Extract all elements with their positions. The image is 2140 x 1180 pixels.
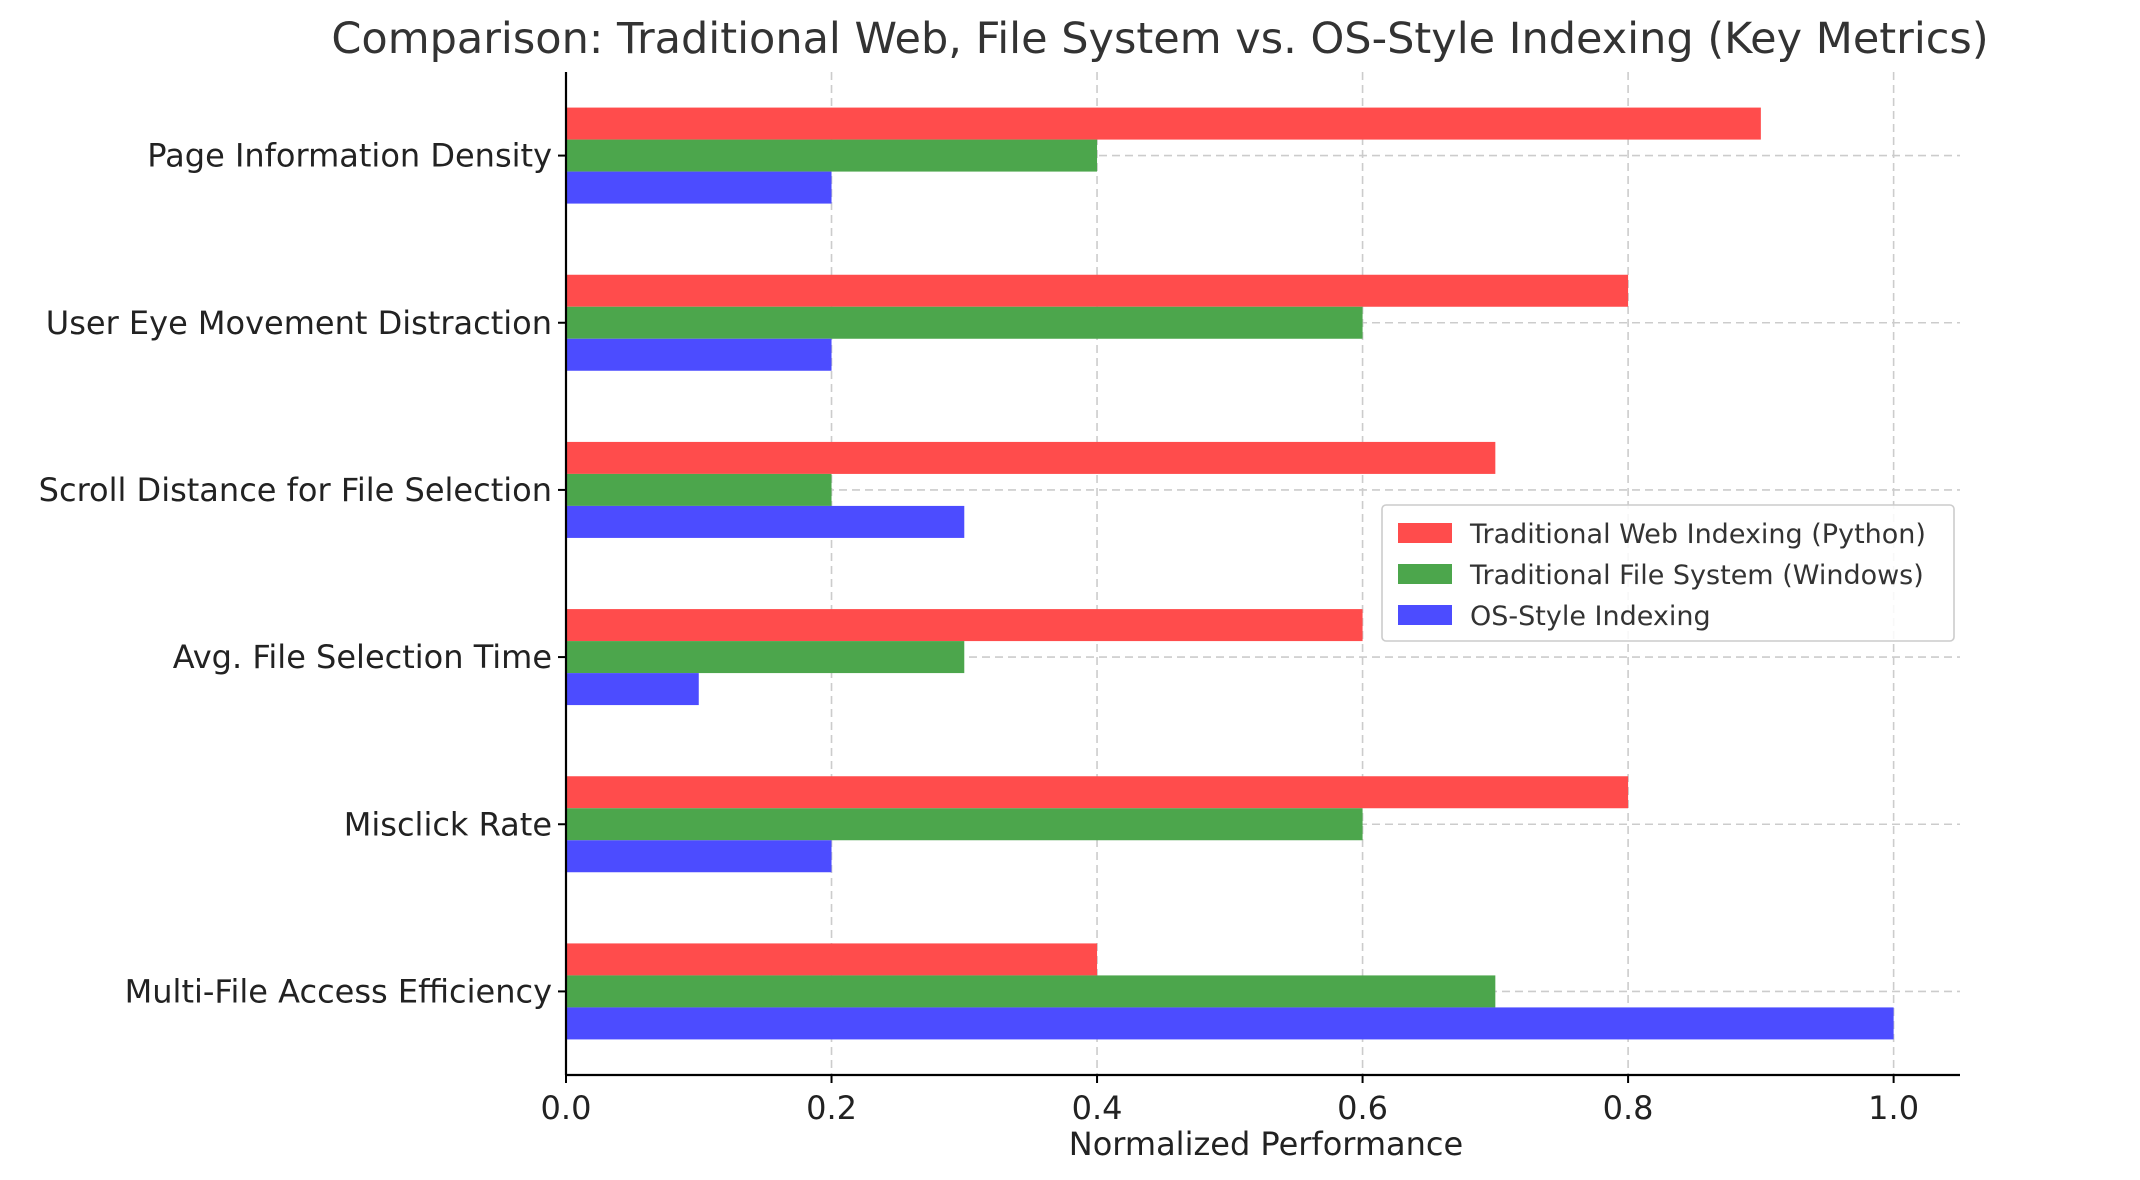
y-tick-label: Scroll Distance for File Selection bbox=[39, 471, 552, 509]
bar-2-4 bbox=[566, 473, 832, 506]
bar-2-6 bbox=[566, 139, 1098, 172]
bars bbox=[566, 107, 1894, 1040]
bar-2-1 bbox=[566, 975, 1496, 1008]
y-tick-label: User Eye Movement Distraction bbox=[46, 304, 552, 342]
axes: 0.0 0.2 0.4 0.6 0.8 1.0 Multi-File Access Effi… bbox=[39, 72, 1960, 1127]
x-tick-label: 0.6 bbox=[1337, 1089, 1388, 1127]
legend-label: Traditional Web Indexing (Python) bbox=[1469, 519, 1926, 550]
bar-2-3 bbox=[566, 641, 965, 674]
legend-swatch bbox=[1398, 523, 1452, 543]
x-tick-label: 0.8 bbox=[1603, 1089, 1654, 1127]
bar-1-6 bbox=[566, 107, 1761, 140]
legend-box bbox=[1381, 504, 1955, 642]
legend-swatch bbox=[1398, 605, 1452, 625]
bar-1-4 bbox=[566, 441, 1496, 474]
bar-3-6 bbox=[566, 171, 832, 204]
x-tick-label: 0.2 bbox=[806, 1089, 857, 1127]
bar-1-2 bbox=[566, 776, 1629, 809]
bar-1-3 bbox=[566, 609, 1363, 642]
bar-3-3 bbox=[566, 673, 699, 706]
x-axis-label: Normalized Performance bbox=[1069, 1125, 1463, 1163]
legend-swatch bbox=[1398, 564, 1452, 584]
bar-2-5 bbox=[566, 306, 1363, 339]
bar-3-2 bbox=[566, 840, 832, 873]
legend-label: OS-Style Indexing bbox=[1470, 601, 1711, 632]
x-tick-label: 0.0 bbox=[541, 1089, 592, 1127]
y-tick-label: Page Information Density bbox=[147, 137, 552, 175]
bar-1-5 bbox=[566, 274, 1629, 307]
bar-2-2 bbox=[566, 808, 1363, 841]
bar-1-1 bbox=[566, 943, 1098, 976]
bar-3-5 bbox=[566, 338, 832, 371]
legend: Traditional Web Indexing (Python) Traditi… bbox=[1381, 504, 1955, 642]
chart-title: Comparison: Traditional Web, File System… bbox=[331, 14, 1988, 64]
bar-3-4 bbox=[566, 505, 965, 538]
y-tick-label: Avg. File Selection Time bbox=[173, 638, 552, 676]
bar-3-1 bbox=[566, 1007, 1894, 1040]
y-tick-label: Multi-File Access Efficiency bbox=[125, 972, 552, 1010]
legend-label: Traditional File System (Windows) bbox=[1469, 560, 1924, 591]
x-tick-label: 1.0 bbox=[1868, 1089, 1919, 1127]
x-tick-label: 0.4 bbox=[1072, 1089, 1123, 1127]
y-tick-label: Misclick Rate bbox=[344, 805, 552, 843]
